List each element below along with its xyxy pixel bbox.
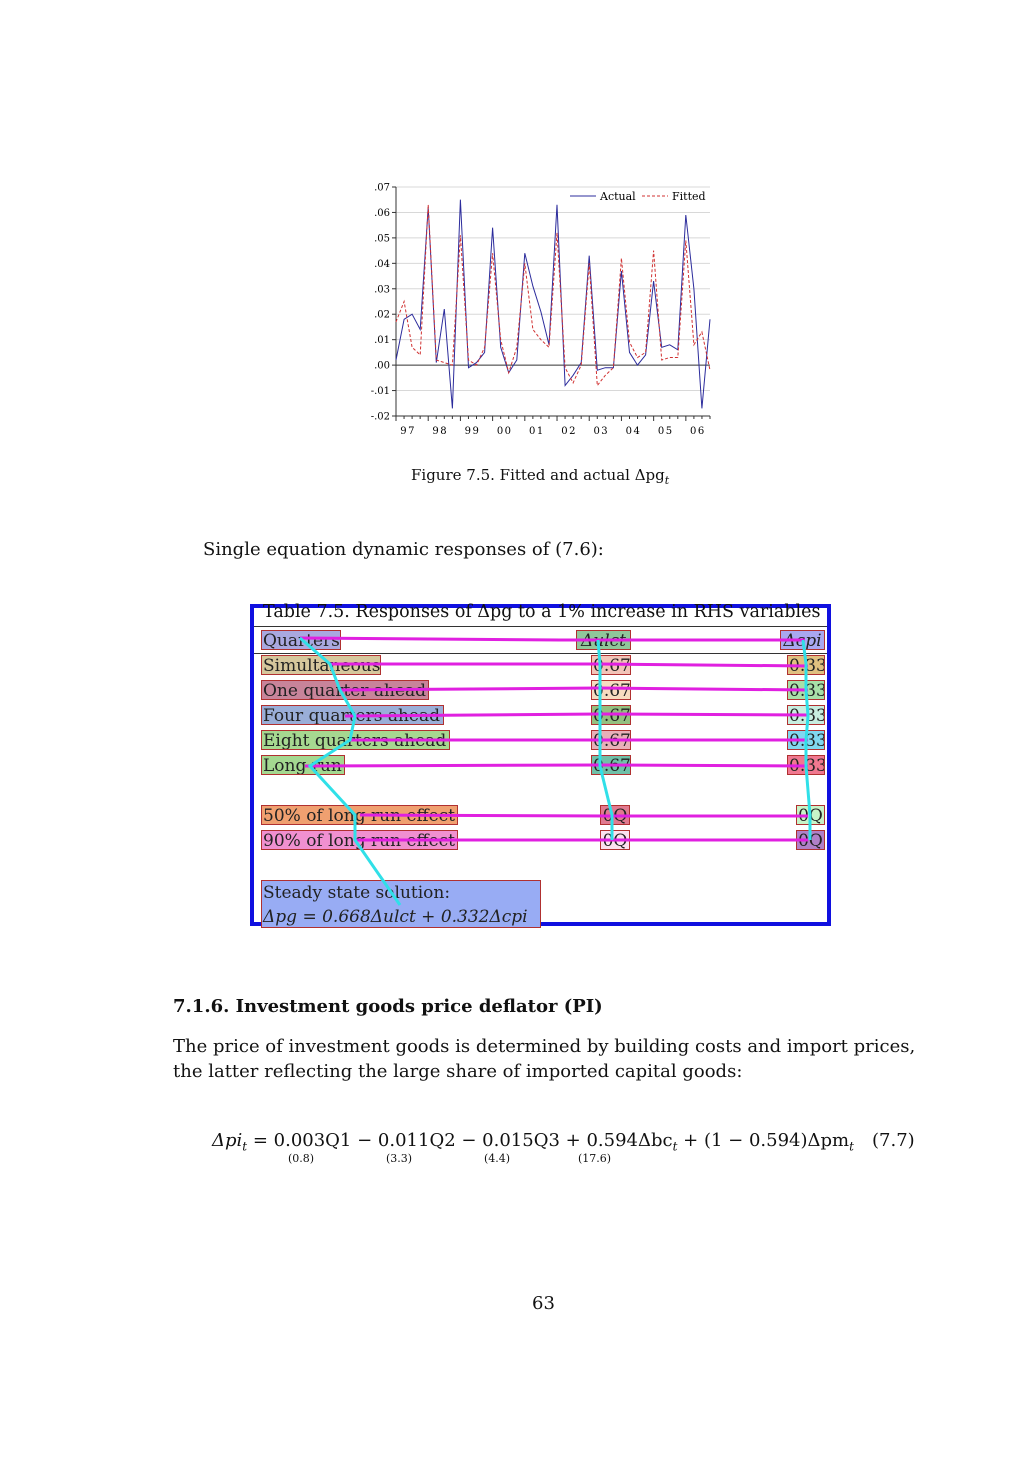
row-value-cpi: 0.33	[787, 655, 825, 675]
y-tick-label: .03	[374, 284, 390, 295]
y-tick-label: -.01	[371, 386, 390, 397]
figure-caption: Figure 7.5. Fitted and actual Δpgt	[411, 466, 669, 487]
row-label-50pct-effect: 50% of long run effect	[261, 805, 458, 825]
row-value-cpi: 0.33	[787, 680, 825, 700]
x-tick-label: 00	[497, 426, 513, 437]
row-value-cpi: 0.33	[787, 705, 825, 725]
x-tick-label: 03	[593, 426, 609, 437]
intro-text: Single equation dynamic responses of (7.…	[203, 539, 604, 560]
page-number: 63	[532, 1293, 555, 1314]
y-tick-label: .01	[374, 335, 390, 346]
legend-label-actual: Actual	[599, 190, 636, 203]
y-tick-label: .06	[374, 208, 390, 219]
x-tick-label: 99	[465, 426, 481, 437]
row-value-cpi: 0Q	[796, 805, 825, 825]
row-value-ulct: 0.67	[591, 680, 631, 700]
x-tick-label: 01	[529, 426, 545, 437]
steady-state-label: Steady state solution:	[263, 883, 451, 903]
row-label-long-run: Long run	[261, 755, 345, 775]
row-value-ulct: 0Q	[600, 805, 630, 825]
row-label-four-quarters: Four quarters ahead	[261, 705, 444, 725]
table-top-rule	[254, 626, 827, 627]
header-delta-ulct: Δulct	[576, 630, 631, 650]
equation-lhs-subscript: t	[242, 1139, 248, 1154]
equation-tail: + (1 − 0.594)Δpm	[683, 1130, 850, 1151]
table-header-rule	[254, 653, 827, 654]
figure-caption-subscript: t	[664, 474, 670, 487]
x-tick-label: 02	[561, 426, 577, 437]
equation-lhs: Δpi	[212, 1130, 243, 1151]
y-tick-label: -.02	[371, 412, 390, 423]
x-tick-label: 97	[400, 426, 416, 437]
y-tick-label: .02	[374, 310, 390, 321]
row-value-ulct: 0Q	[600, 830, 630, 850]
section-heading: 7.1.6. Investment goods price deflator (…	[173, 996, 603, 1017]
std-error-3: (4.4)	[484, 1152, 511, 1165]
row-label-simultaneous: Simultaneous	[261, 655, 381, 675]
steady-state-solution: Steady state solution: Δpg = 0.668Δulct …	[261, 880, 541, 928]
section-paragraph: The price of investment goods is determi…	[173, 1036, 916, 1082]
fitted-actual-chart: .07 .06 .05 .04 .03 .02 .01 .00 -.01 -.02 97 98 99 00…	[371, 183, 711, 437]
equation-body-subscript: t	[672, 1139, 678, 1154]
equation-7-7: Δpit = 0.003Q1 − 0.011Q2 − 0.015Q3 + 0.5…	[212, 1130, 854, 1154]
y-tick-label: .07	[374, 183, 390, 194]
row-label-one-quarter: One quarter ahead	[261, 680, 429, 700]
x-tick-label: 06	[690, 426, 706, 437]
x-tick-label: 98	[432, 426, 448, 437]
std-error-1: (0.8)	[288, 1152, 315, 1165]
std-error-4: (17.6)	[578, 1152, 612, 1165]
row-value-ulct: 0.67	[591, 655, 631, 675]
steady-state-equation: Δpg = 0.668Δulct + 0.332Δcpi	[263, 907, 528, 927]
legend-label-fitted: Fitted	[672, 190, 706, 203]
y-tick-label: .04	[374, 259, 390, 270]
series-line-fitted	[395, 204, 711, 387]
equation-number: (7.7)	[872, 1130, 915, 1151]
y-tick-label: .05	[374, 233, 390, 244]
row-value-ulct: 0.67	[591, 755, 631, 775]
row-label-90pct-effect: 90% of long run effect	[261, 830, 458, 850]
row-value-cpi: 0Q	[796, 830, 825, 850]
row-value-ulct: 0.67	[591, 705, 631, 725]
row-value-cpi: 0.33	[787, 730, 825, 750]
x-tick-label: 05	[658, 426, 674, 437]
std-error-2: (3.3)	[386, 1152, 413, 1165]
header-quarters: Quarters	[261, 630, 341, 650]
row-value-ulct: 0.67	[591, 730, 631, 750]
header-delta-cpi: Δcpi	[780, 630, 825, 650]
series-line-actual	[395, 199, 711, 409]
x-tick-label: 04	[626, 426, 642, 437]
equation-body: = 0.003Q1 − 0.011Q2 − 0.015Q3 + 0.594Δbc	[252, 1130, 673, 1151]
row-value-cpi: 0.33	[787, 755, 825, 775]
equation-tail-subscript: t	[849, 1139, 854, 1154]
table-title: Table 7.5. Responses of Δpg to a 1% incr…	[263, 602, 821, 622]
row-label-eight-quarters: Eight quarters ahead	[261, 730, 450, 750]
y-tick-label: .00	[374, 361, 390, 372]
figure-caption-text: Figure 7.5. Fitted and actual Δpg	[411, 466, 665, 484]
